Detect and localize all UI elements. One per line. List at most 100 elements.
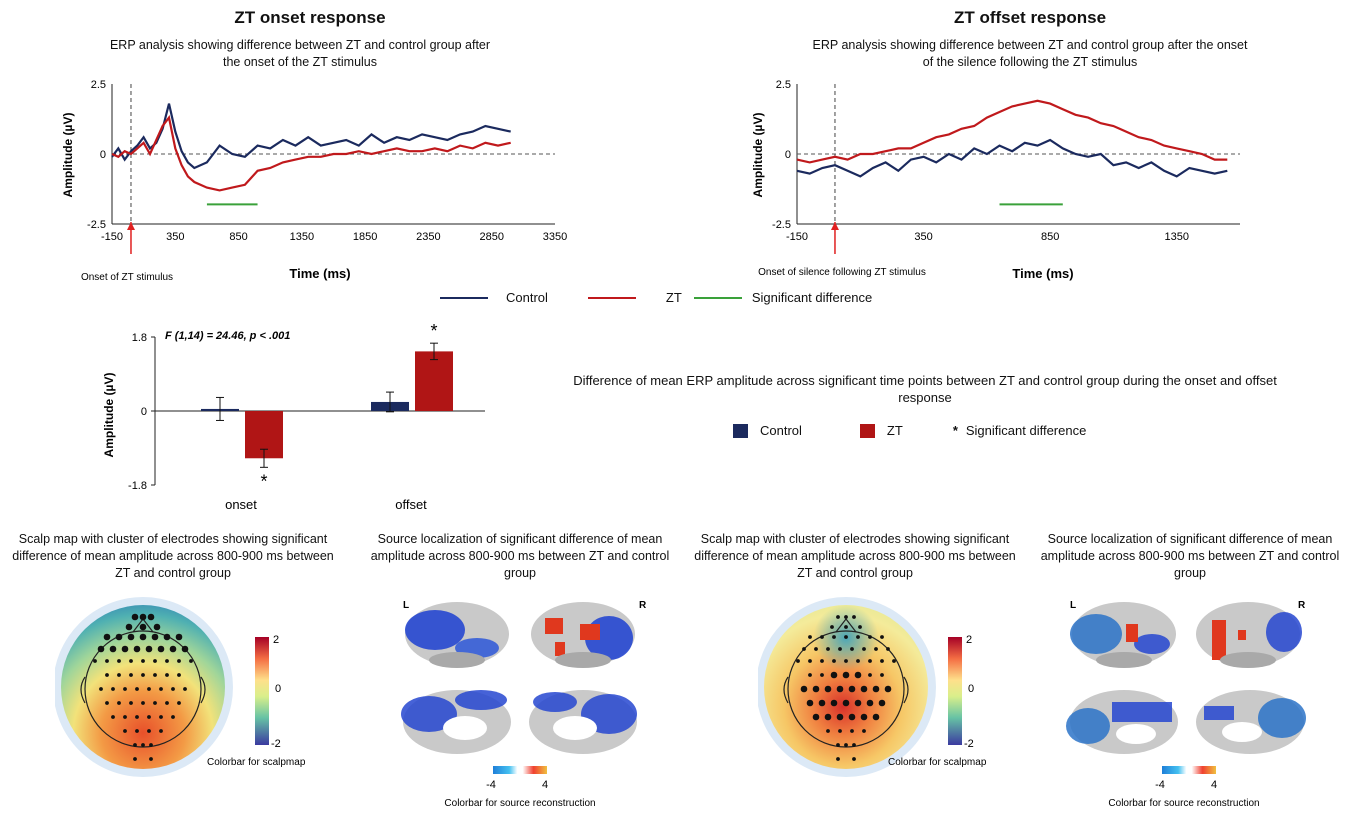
electrode	[141, 659, 145, 663]
brain-lateral-right	[1196, 602, 1302, 668]
legend-zt-swatch	[859, 423, 875, 438]
electrode	[157, 645, 165, 653]
electrode	[808, 635, 812, 639]
onset-title: ZT onset response	[234, 8, 386, 27]
electrode	[151, 633, 159, 641]
y-tick-label: -2.5	[87, 219, 106, 231]
significance-star: *	[260, 471, 267, 491]
electrode	[165, 701, 169, 705]
electrode	[802, 647, 806, 651]
electrode	[159, 729, 163, 733]
electrode	[860, 713, 868, 721]
x-tick-label: -150	[101, 231, 123, 243]
electrode	[820, 635, 824, 639]
scalp-colorbar-label: Colorbar for scalpmap	[207, 757, 306, 768]
electrode	[97, 645, 105, 653]
electrode	[884, 685, 892, 693]
electrode	[872, 685, 880, 693]
x-tick-label: 2350	[416, 231, 440, 243]
electrode	[149, 757, 153, 761]
electrode	[123, 729, 127, 733]
offset-subtitle: ERP analysis showing difference between …	[812, 38, 1248, 69]
brain-lateral-left	[405, 602, 509, 668]
electrode	[163, 633, 171, 641]
right-hemisphere-label: R	[1298, 600, 1306, 611]
electrode	[111, 715, 115, 719]
bar-legend: Control ZT * Significant difference	[733, 423, 1086, 438]
electrode	[800, 685, 808, 693]
electrode	[117, 659, 121, 663]
electrode	[135, 729, 139, 733]
right-hemisphere-label: R	[639, 600, 647, 611]
electrode	[848, 685, 856, 693]
electrode	[868, 659, 872, 663]
electrode	[133, 645, 141, 653]
electrode	[109, 645, 117, 653]
bar-zt-offset	[415, 351, 453, 411]
offset-title: ZT offset response	[953, 8, 1107, 27]
electrode	[832, 659, 836, 663]
y-tick-label: -2.5	[772, 219, 791, 231]
electrode	[123, 715, 127, 719]
electrode	[171, 715, 175, 719]
y-tick-label: 0	[785, 149, 791, 161]
electrode	[886, 647, 890, 651]
electrode	[836, 685, 844, 693]
series-line-control	[111, 103, 511, 170]
right-ear-icon	[200, 676, 206, 704]
electrode	[147, 729, 151, 733]
electrode	[103, 633, 111, 641]
electrode	[169, 645, 177, 653]
source-colorbar-label: Colorbar for source reconstruction	[1108, 798, 1259, 809]
legend-control-swatch	[733, 423, 748, 438]
scalp-colorbar	[948, 637, 962, 745]
electrodes-onset	[93, 613, 193, 761]
electrode	[181, 645, 189, 653]
electrode	[105, 659, 109, 663]
source-brains-offset: L R -4 4 Colorbar for source reconstruct…	[1066, 600, 1306, 809]
brain-medial-left	[401, 690, 511, 754]
x-tick-label: 1350	[1164, 231, 1188, 243]
electrode	[854, 671, 862, 679]
electrode	[117, 673, 121, 677]
colorbar-tick-top: 2	[273, 634, 279, 646]
electrode	[818, 699, 826, 707]
right-ear-icon	[903, 676, 909, 704]
x-axis-label: Time (ms)	[289, 266, 350, 281]
electrode	[836, 615, 840, 619]
source-colorbar	[1162, 766, 1216, 774]
y-axis-label: Amplitude (µV)	[751, 113, 765, 198]
electrode	[836, 757, 840, 761]
scalp-colorbar	[255, 637, 269, 745]
erp-onset-chart: Amplitude (µV) Time (ms) Onset of ZT sti…	[61, 79, 567, 283]
electrode	[880, 659, 884, 663]
electrode	[852, 757, 856, 761]
electrode	[852, 743, 856, 747]
electrode	[824, 713, 832, 721]
electrode	[159, 687, 163, 691]
electrode	[145, 645, 153, 653]
x-tick-label: 350	[166, 231, 184, 243]
electrode	[111, 687, 115, 691]
source-colorbar	[493, 766, 547, 774]
x-tick-label: 3350	[543, 231, 567, 243]
source-onset-caption: Source localization of significant diffe…	[370, 532, 670, 580]
legend-significant-label: Significant difference	[965, 423, 1087, 438]
electrode	[836, 743, 840, 747]
electrode	[862, 729, 866, 733]
electrode	[844, 659, 848, 663]
electrode	[129, 673, 133, 677]
legend-control-line	[440, 296, 488, 299]
onset-arrow-head	[830, 222, 839, 230]
x-tick-label: -150	[786, 231, 808, 243]
y-tick-label: 1.8	[132, 332, 147, 344]
electrode	[856, 635, 860, 639]
electrode	[826, 729, 830, 733]
legend-zt-line	[587, 296, 636, 299]
electrode	[139, 633, 147, 641]
electrode	[856, 659, 860, 663]
electrode	[868, 673, 872, 677]
electrode	[842, 671, 850, 679]
legend-significant-label: Significant difference	[751, 290, 873, 305]
bar-chart: Amplitude (µV) F (1,14) = 24.46, p < .00…	[102, 321, 485, 512]
